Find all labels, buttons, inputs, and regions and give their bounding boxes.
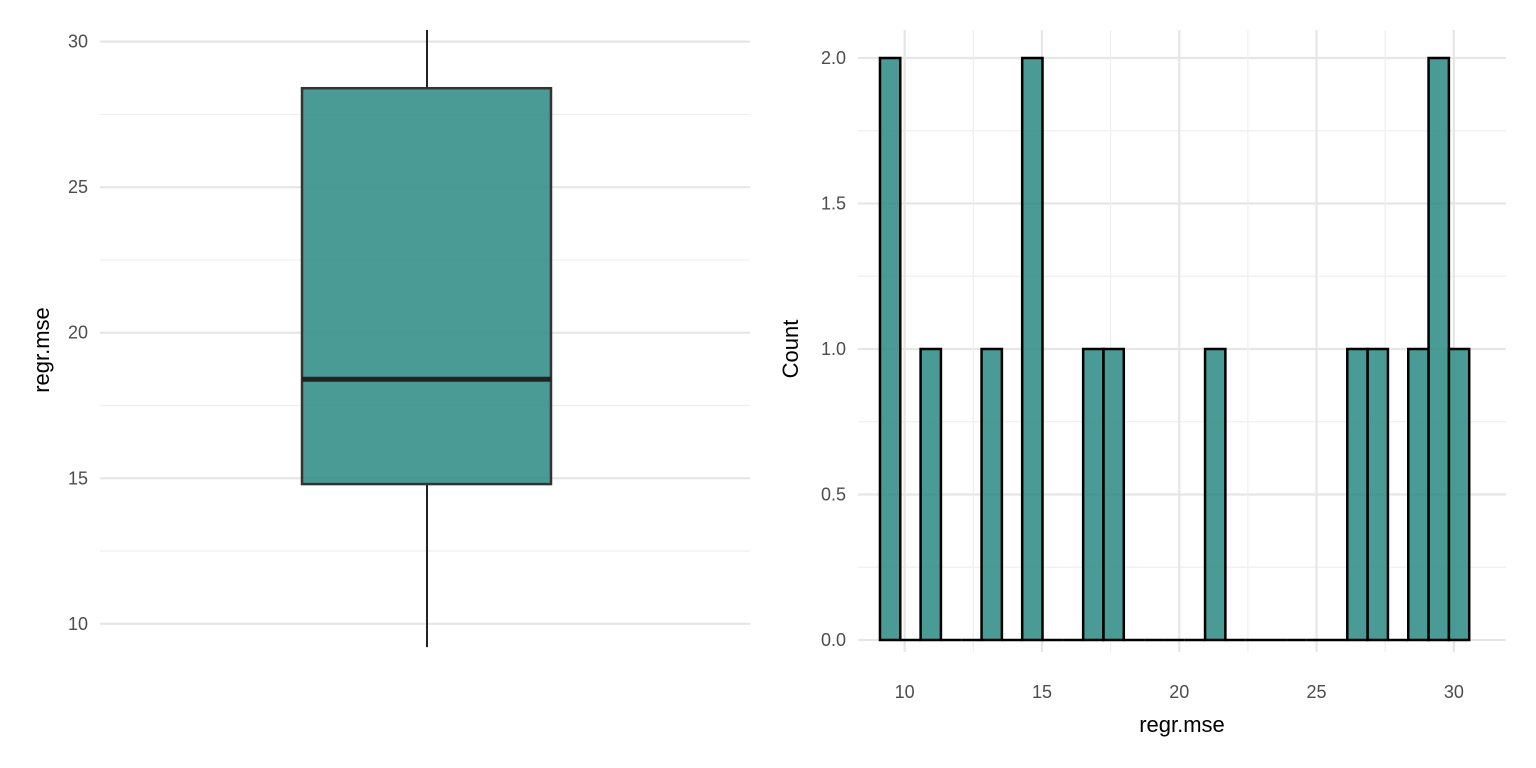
- histogram-bars: [878, 56, 1471, 642]
- y-tick-label: 20: [68, 323, 88, 343]
- histogram-bar: [1020, 56, 1044, 642]
- boxplot-y-tick-labels: 10 15 20 25 30: [68, 32, 88, 634]
- histogram-x-axis-title: regr.mse: [1139, 712, 1225, 737]
- y-tick-label: 1.0: [821, 339, 846, 359]
- histogram-bar: [1427, 56, 1451, 642]
- y-tick-label: 1.5: [821, 194, 846, 214]
- histogram-y-axis-title: Count: [778, 320, 803, 379]
- y-tick-label: 0.5: [821, 485, 846, 505]
- y-tick-label: 0.0: [821, 630, 846, 650]
- histogram-y-tick-labels: 0.0 0.5 1.0 1.5 2.0: [821, 48, 846, 650]
- histogram-bar: [1203, 347, 1227, 642]
- y-tick-label: 10: [68, 614, 88, 634]
- x-tick-label: 10: [895, 682, 915, 702]
- y-tick-label: 15: [68, 468, 88, 488]
- y-tick-label: 25: [68, 177, 88, 197]
- histogram-bar: [1407, 347, 1430, 642]
- x-tick-label: 15: [1032, 682, 1052, 702]
- histogram-panel: 0.0 0.5 1.0 1.5 2.0 10 15 20 25 30 Count regr.ms…: [778, 30, 1506, 737]
- histogram-x-tick-labels: 10 15 20 25 30: [895, 682, 1464, 702]
- histogram-bar: [980, 347, 1004, 642]
- histogram-bar: [1447, 347, 1471, 642]
- histogram-bar: [1346, 347, 1369, 642]
- histogram-bar: [878, 56, 902, 642]
- interquartile-box: [300, 86, 553, 486]
- boxplot-panel: 10 15 20 25 30 regr.mse: [29, 30, 750, 648]
- x-tick-label: 30: [1444, 682, 1464, 702]
- y-tick-label: 2.0: [821, 48, 846, 68]
- x-tick-label: 20: [1169, 682, 1189, 702]
- histogram-bar: [919, 347, 943, 642]
- histogram-bar: [1366, 347, 1390, 642]
- boxplot-y-axis-title: regr.mse: [29, 307, 54, 393]
- y-tick-label: 30: [68, 32, 88, 52]
- x-tick-label: 25: [1307, 682, 1327, 702]
- histogram-bar: [1081, 347, 1105, 642]
- histogram-bar: [1102, 347, 1126, 642]
- boxplot-marks: [300, 30, 553, 648]
